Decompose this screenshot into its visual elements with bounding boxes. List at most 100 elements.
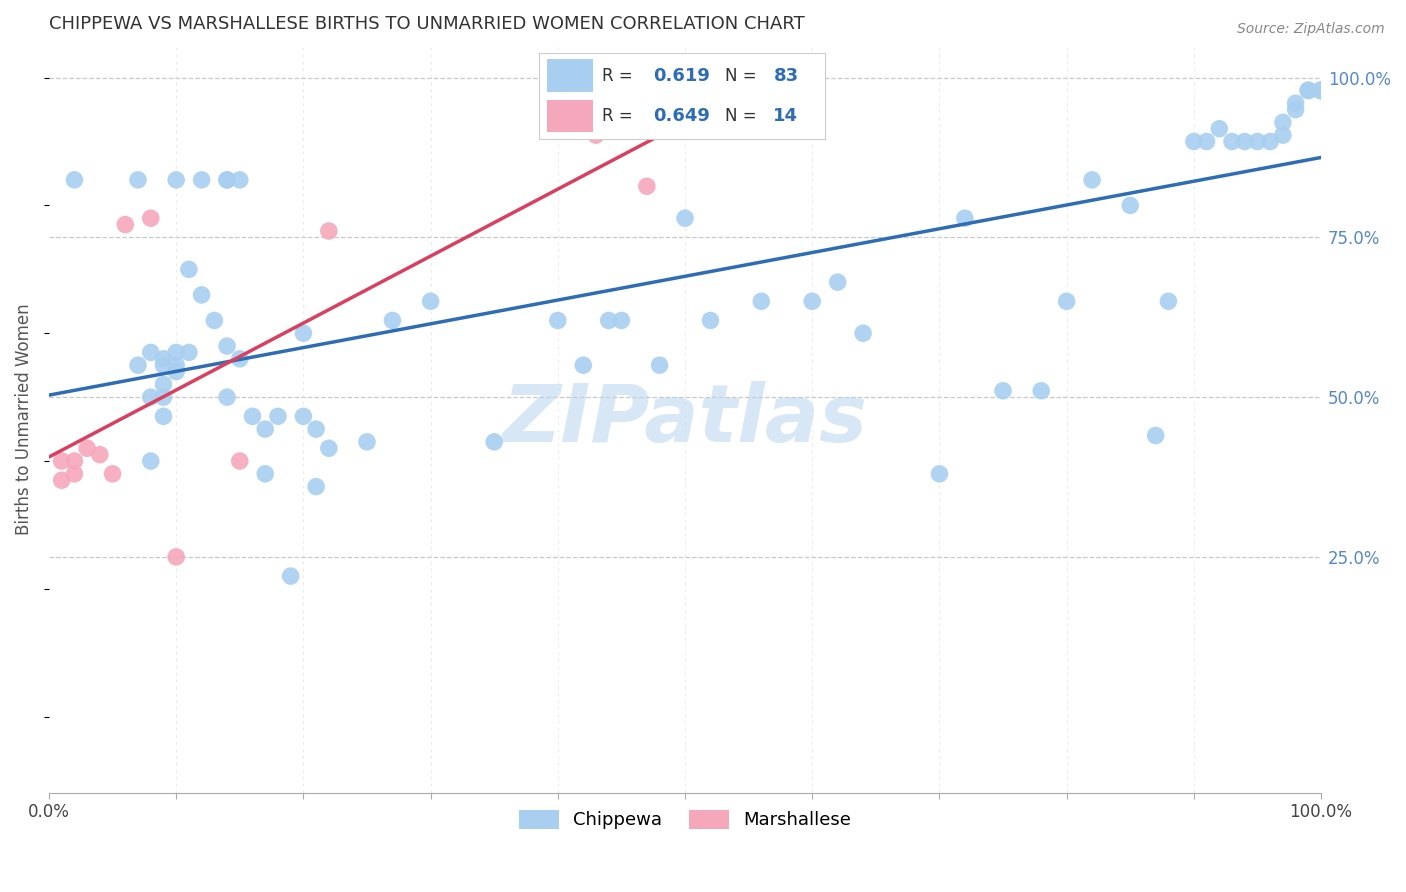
Point	[953, 211, 976, 226]
Point	[114, 218, 136, 232]
Point	[482, 434, 505, 449]
Point	[381, 313, 404, 327]
Point	[152, 390, 174, 404]
Point	[1310, 83, 1333, 97]
Point	[165, 345, 187, 359]
Point	[152, 351, 174, 366]
Point	[1284, 96, 1306, 111]
Point	[1144, 428, 1167, 442]
Point	[1310, 83, 1333, 97]
Point	[215, 390, 238, 404]
Point	[139, 454, 162, 468]
Point	[165, 549, 187, 564]
Text: CHIPPEWA VS MARSHALLESE BIRTHS TO UNMARRIED WOMEN CORRELATION CHART: CHIPPEWA VS MARSHALLESE BIRTHS TO UNMARR…	[49, 15, 804, 33]
Point	[177, 345, 200, 359]
Point	[1208, 121, 1230, 136]
Point	[254, 467, 277, 481]
Point	[267, 409, 290, 424]
Point	[1310, 83, 1333, 97]
Y-axis label: Births to Unmarried Women: Births to Unmarried Women	[15, 303, 32, 535]
Point	[1310, 83, 1333, 97]
Point	[152, 409, 174, 424]
Point	[572, 358, 595, 372]
Point	[292, 326, 315, 341]
Point	[63, 173, 86, 187]
Text: Source: ZipAtlas.com: Source: ZipAtlas.com	[1237, 22, 1385, 37]
Point	[1298, 83, 1320, 97]
Point	[63, 454, 86, 468]
Point	[165, 358, 187, 372]
Point	[1258, 135, 1281, 149]
Point	[1298, 83, 1320, 97]
Point	[190, 288, 212, 302]
Point	[1119, 198, 1142, 212]
Point	[1056, 294, 1078, 309]
Point	[928, 467, 950, 481]
Point	[139, 211, 162, 226]
Point	[51, 473, 73, 487]
Point	[215, 173, 238, 187]
Point	[1310, 83, 1333, 97]
Point	[1298, 83, 1320, 97]
Point	[852, 326, 875, 341]
Point	[1310, 83, 1333, 97]
Point	[1310, 83, 1333, 97]
Point	[1233, 135, 1256, 149]
Point	[827, 275, 849, 289]
Point	[215, 339, 238, 353]
Point	[749, 294, 772, 309]
Point	[1271, 115, 1294, 129]
Point	[1220, 135, 1243, 149]
Point	[215, 173, 238, 187]
Point	[547, 313, 569, 327]
Point	[1195, 135, 1218, 149]
Point	[152, 358, 174, 372]
Point	[318, 224, 340, 238]
Point	[177, 262, 200, 277]
Point	[202, 313, 225, 327]
Point	[1284, 103, 1306, 117]
Point	[1182, 135, 1205, 149]
Point	[139, 345, 162, 359]
Legend: Chippewa, Marshallese: Chippewa, Marshallese	[512, 802, 859, 837]
Point	[280, 569, 302, 583]
Point	[1310, 83, 1333, 97]
Point	[254, 422, 277, 436]
Point	[1157, 294, 1180, 309]
Point	[585, 128, 607, 142]
Point	[356, 434, 378, 449]
Point	[229, 454, 252, 468]
Point	[801, 294, 824, 309]
Point	[673, 211, 696, 226]
Point	[63, 467, 86, 481]
Point	[190, 173, 212, 187]
Point	[51, 454, 73, 468]
Point	[636, 179, 658, 194]
Point	[127, 173, 149, 187]
Point	[598, 313, 620, 327]
Point	[305, 480, 328, 494]
Point	[648, 358, 671, 372]
Point	[229, 173, 252, 187]
Point	[610, 313, 633, 327]
Point	[101, 467, 124, 481]
Point	[242, 409, 264, 424]
Point	[76, 442, 98, 456]
Point	[127, 358, 149, 372]
Point	[229, 351, 252, 366]
Point	[419, 294, 441, 309]
Point	[991, 384, 1014, 398]
Text: ZIPatlas: ZIPatlas	[502, 381, 868, 458]
Point	[165, 365, 187, 379]
Point	[89, 448, 111, 462]
Point	[1246, 135, 1268, 149]
Point	[305, 422, 328, 436]
Point	[292, 409, 315, 424]
Point	[699, 313, 721, 327]
Point	[1271, 128, 1294, 142]
Point	[1081, 173, 1104, 187]
Point	[318, 442, 340, 456]
Point	[152, 377, 174, 392]
Point	[139, 390, 162, 404]
Point	[165, 173, 187, 187]
